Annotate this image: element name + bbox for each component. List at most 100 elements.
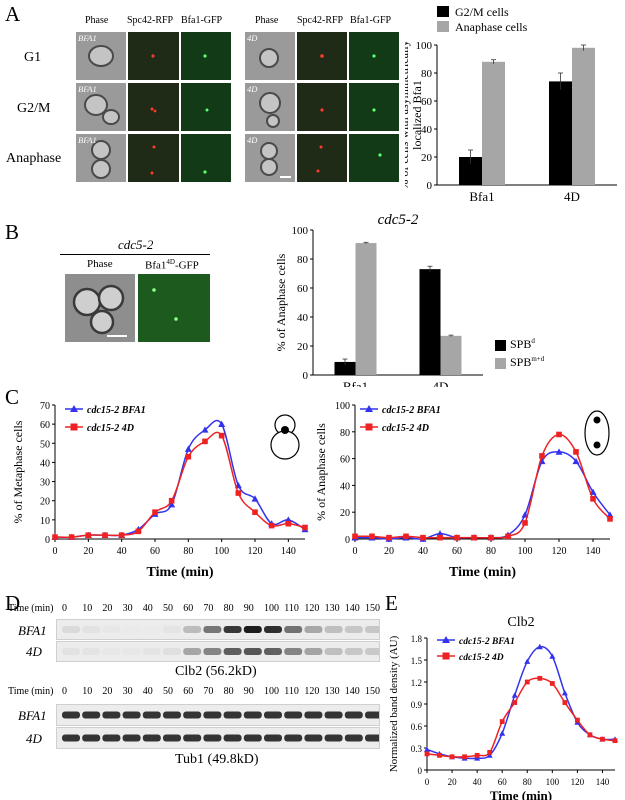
y-axis-label: % of Anaphase cells <box>274 253 288 351</box>
x-tick-label: 0 <box>425 777 430 787</box>
micrograph-gfp-g1-4d <box>349 32 399 80</box>
x-tick-label: 40 <box>473 777 483 787</box>
time-tick-label: 100 <box>264 686 279 697</box>
blot-band-2 <box>102 626 121 633</box>
blot-clb2-row-bfa1: BFA1 <box>18 623 47 638</box>
blot-band-1 <box>82 711 101 719</box>
chart-e-clb2-band-density: 0 0.3 0.6 0.9 1.2 1.5 1.8 0 20 40 60 80 100 120 140 Tim… <box>388 615 618 800</box>
point-1-14 <box>285 520 292 527</box>
point-1-13 <box>268 522 275 529</box>
series-line-1 <box>54 431 306 538</box>
time-tick-label: 150 <box>365 686 380 697</box>
point-0-6 <box>499 730 506 736</box>
y-tick-label: 100 <box>292 225 309 237</box>
metaphase-cell-cartoon <box>270 414 300 460</box>
point-1-8 <box>185 453 192 460</box>
micrograph-rfp-g2m-4d <box>297 83 347 131</box>
legend-b-swatch-1 <box>495 358 506 369</box>
time-tick-label: 60 <box>183 603 194 614</box>
bar-1-0 <box>482 61 505 185</box>
blot-band-1 <box>82 626 101 633</box>
time-tick-label: 90 <box>243 686 254 697</box>
blot-band-10 <box>264 734 282 742</box>
micrograph-gfp-cdc5-2 <box>138 274 210 342</box>
point-1-10 <box>218 432 225 439</box>
point-1-14 <box>600 736 605 742</box>
point-1-0 <box>352 533 358 540</box>
row-label-anaphase: Anaphase <box>6 151 62 166</box>
y-tick-label: 1.8 <box>411 634 423 644</box>
y-tick-label: 0.3 <box>411 744 423 754</box>
point-1-5 <box>135 528 142 535</box>
blot-band-2 <box>102 734 121 742</box>
blot-band-14 <box>344 711 363 719</box>
y-tick-label: 60 <box>297 283 309 295</box>
row-label-g1: G1 <box>24 50 42 65</box>
y-tick-label: 30 <box>40 478 50 489</box>
blot-band-7 <box>203 648 222 655</box>
point-1-12 <box>575 717 580 723</box>
point-1-8 <box>524 679 530 685</box>
point-1-5 <box>487 750 493 755</box>
y-tick-label: 0 <box>345 535 350 546</box>
blot-tub1-time-label: Time (min) <box>8 686 54 697</box>
point-1-7 <box>512 700 518 705</box>
blot-band-0 <box>62 648 80 655</box>
x-tick-label: 140 <box>596 777 610 787</box>
micrograph-phase-anaphase-4d: 4D <box>245 134 295 182</box>
chart-e-title: Clb2 <box>507 615 534 630</box>
micrograph-rfp-g1-4d <box>297 32 347 80</box>
micrograph-rfp-anaphase-bfa1 <box>128 134 179 182</box>
bar-1-1 <box>572 47 595 185</box>
point-1-6 <box>499 719 505 724</box>
col-header-rfp-right: Spc42-RFP <box>297 15 344 26</box>
x-axis-label: Time (min) <box>146 565 213 580</box>
x-tick-label: 60 <box>498 777 508 787</box>
blot-band-5 <box>163 648 181 655</box>
x-axis-label: Time (min) <box>490 788 552 800</box>
x-tick-label: 80 <box>523 777 533 787</box>
time-tick-label: 10 <box>82 686 93 697</box>
blot-band-3 <box>122 648 141 655</box>
point-0-4 <box>474 755 481 761</box>
time-tick-label: 40 <box>142 603 153 614</box>
blot-band-6 <box>183 711 202 719</box>
legend-label-1: cdc15-2 4D <box>459 653 504 663</box>
chart-c-metaphase-cells: 0 10 20 30 40 50 60 70 0 20 40 60 80 100 120 140 Time (m… <box>11 401 309 580</box>
point-1-6 <box>152 509 158 515</box>
y-tick-label: 100 <box>335 401 350 412</box>
blot-band-11 <box>284 626 303 633</box>
blot-band-14 <box>344 648 363 655</box>
point-0-11 <box>561 690 568 696</box>
point-1-11 <box>539 453 545 459</box>
y-tick-label: 80 <box>297 254 309 266</box>
blot-band-13 <box>324 626 343 633</box>
point-1-15 <box>612 738 618 744</box>
point-0-13 <box>572 457 580 465</box>
blot-band-15 <box>365 626 383 633</box>
blot-band-3 <box>122 734 141 742</box>
y-tick-label: 100 <box>416 40 433 52</box>
col-header-rfp-left: Spc42-RFP <box>127 15 174 26</box>
point-0-10 <box>549 653 556 659</box>
blot-band-2 <box>102 648 121 655</box>
blot-band-14 <box>344 734 363 742</box>
time-tick-label: 70 <box>203 686 214 697</box>
y-tick-label: 0.9 <box>411 700 423 710</box>
y-tick-label: 0 <box>45 535 50 546</box>
point-0-12 <box>555 448 563 455</box>
blot-band-12 <box>304 648 323 655</box>
blot-band-15 <box>365 711 383 719</box>
blot-band-0 <box>62 734 80 742</box>
panel-letter-b: B <box>5 220 20 244</box>
point-1-15 <box>302 524 308 531</box>
y-axis-label-line: localized Bfa1 <box>410 80 424 150</box>
x-category-label: 4D <box>564 189 580 204</box>
x-category-label: 4D <box>433 379 449 387</box>
blot-band-8 <box>223 711 242 719</box>
chart-b-title: cdc5-2 <box>378 212 419 228</box>
bar-1-0 <box>355 243 377 375</box>
micrograph-phase-g2m-bfa1: BFA1 <box>76 83 126 131</box>
point-1-1 <box>68 534 75 540</box>
time-tick-label: 40 <box>142 686 153 697</box>
